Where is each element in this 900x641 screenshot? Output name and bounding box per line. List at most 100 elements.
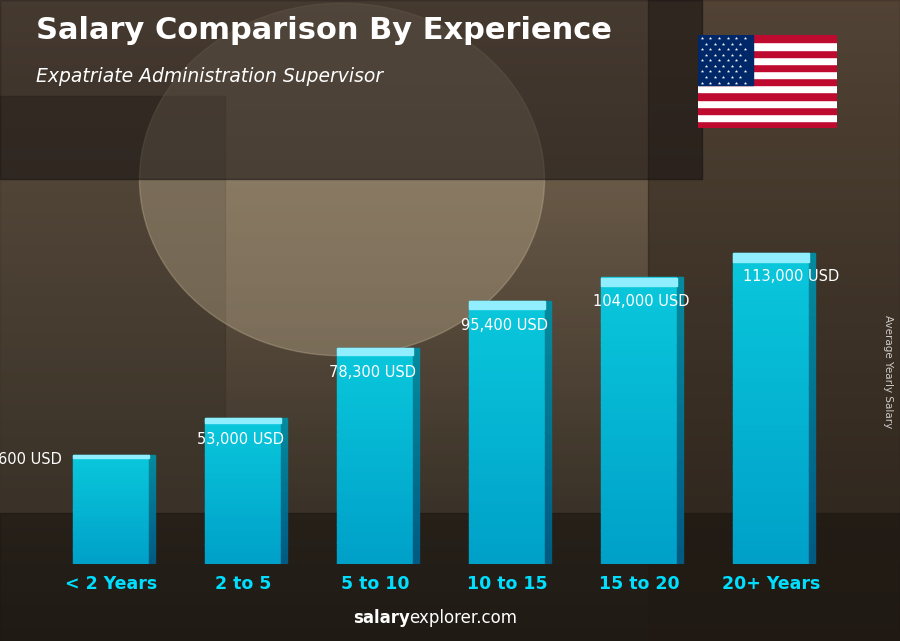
Bar <box>678 287 682 297</box>
Bar <box>733 310 809 315</box>
Bar <box>337 349 413 355</box>
Bar <box>0 282 900 288</box>
Bar <box>413 549 418 557</box>
Bar <box>73 491 149 493</box>
Bar <box>282 491 286 496</box>
Bar <box>678 469 682 478</box>
Bar <box>469 428 545 433</box>
Bar <box>337 449 413 453</box>
Bar <box>600 497 678 502</box>
Bar <box>204 462 282 464</box>
Bar <box>469 520 545 525</box>
Bar <box>600 406 678 412</box>
Text: 39,600 USD: 39,600 USD <box>0 453 62 467</box>
Bar <box>73 520 149 522</box>
Bar <box>0 487 900 494</box>
Bar <box>733 408 809 413</box>
Bar <box>733 289 809 294</box>
Bar <box>0 115 900 122</box>
Bar <box>0 564 900 570</box>
Bar <box>600 487 678 492</box>
Bar <box>149 506 155 510</box>
Bar <box>282 447 286 452</box>
Bar <box>0 64 900 71</box>
Bar <box>204 544 282 547</box>
Bar <box>0 532 900 538</box>
Bar <box>600 297 678 301</box>
Bar <box>204 506 282 508</box>
Bar <box>600 469 678 474</box>
Bar <box>600 363 678 369</box>
Bar <box>600 478 678 483</box>
Bar <box>0 462 900 468</box>
Bar <box>600 344 678 349</box>
Bar <box>600 435 678 440</box>
Bar <box>337 399 413 403</box>
Bar <box>413 420 418 428</box>
Bar <box>0 26 900 32</box>
Bar <box>413 478 418 485</box>
Bar <box>413 399 418 406</box>
Bar <box>698 42 837 49</box>
Bar <box>0 51 900 58</box>
Bar <box>733 558 809 564</box>
Bar <box>698 71 837 78</box>
Bar <box>413 528 418 535</box>
Bar <box>204 457 282 460</box>
Bar <box>733 548 809 554</box>
Bar <box>733 284 809 289</box>
Text: Average Yearly Salary: Average Yearly Salary <box>883 315 893 428</box>
Text: 78,300 USD: 78,300 USD <box>328 365 416 380</box>
Bar <box>0 288 900 295</box>
Bar <box>337 495 413 499</box>
Bar <box>73 455 149 458</box>
Bar <box>600 387 678 392</box>
Bar <box>600 358 678 363</box>
Bar <box>73 558 149 560</box>
Bar <box>337 478 413 481</box>
Bar <box>809 315 814 326</box>
Bar <box>0 526 900 532</box>
Bar <box>0 295 900 301</box>
Bar <box>600 426 678 430</box>
Bar <box>733 533 809 538</box>
Bar <box>678 545 682 554</box>
Bar <box>809 481 814 492</box>
Bar <box>600 526 678 531</box>
Bar <box>733 341 809 346</box>
Bar <box>204 479 282 481</box>
Bar <box>0 449 900 455</box>
Bar <box>469 358 545 363</box>
Bar <box>337 413 413 417</box>
Bar <box>733 476 809 481</box>
Bar <box>698 92 837 99</box>
Bar <box>73 508 149 510</box>
Bar <box>600 349 678 354</box>
Bar <box>0 603 900 609</box>
Bar <box>149 535 155 538</box>
Bar <box>678 554 682 564</box>
Bar <box>204 433 282 435</box>
Bar <box>413 556 418 564</box>
Bar <box>600 411 678 416</box>
Bar <box>204 549 282 552</box>
Bar <box>733 470 809 476</box>
Bar <box>0 154 900 160</box>
Bar <box>337 546 413 550</box>
Bar <box>678 535 682 545</box>
Bar <box>600 278 678 283</box>
Bar <box>73 519 149 520</box>
Bar <box>600 535 678 540</box>
Bar <box>337 538 413 542</box>
Bar <box>0 160 900 167</box>
Bar <box>545 345 551 354</box>
Bar <box>545 328 551 337</box>
Bar <box>469 481 545 485</box>
Bar <box>413 413 418 420</box>
Bar <box>0 38 900 45</box>
Bar <box>0 0 900 6</box>
Bar <box>678 383 682 392</box>
Bar <box>698 64 837 71</box>
Bar <box>0 333 900 340</box>
Bar <box>698 107 837 114</box>
